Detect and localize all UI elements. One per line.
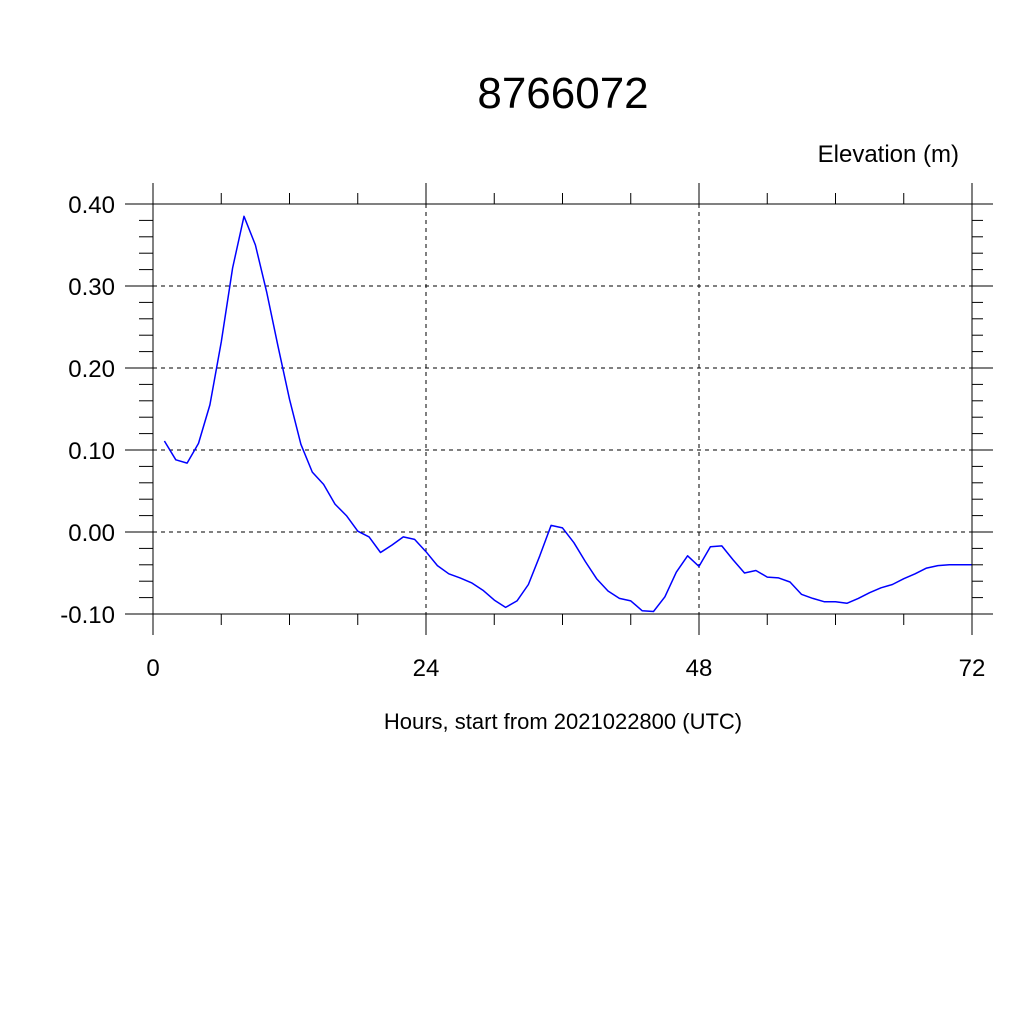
y-tick-label: 0.00 bbox=[68, 520, 115, 547]
axis-ticks bbox=[125, 183, 993, 635]
y-axis-label: Elevation (m) bbox=[818, 141, 959, 168]
y-tick-label: -0.10 bbox=[60, 602, 115, 629]
x-tick-labels: 0 24 48 72 bbox=[146, 655, 985, 682]
y-tick-label: 0.10 bbox=[68, 438, 115, 465]
x-axis-label: Hours, start from 2021022800 (UTC) bbox=[384, 709, 742, 734]
y-tick-label: 0.30 bbox=[68, 274, 115, 301]
plot-frame bbox=[152, 203, 973, 615]
y-tick-label: 0.20 bbox=[68, 356, 115, 383]
elevation-series-line bbox=[163, 215, 972, 613]
grid-lines bbox=[152, 203, 973, 615]
x-tick-label: 24 bbox=[413, 655, 440, 682]
series-layer bbox=[163, 215, 972, 613]
y-tick-label: 0.40 bbox=[68, 192, 115, 219]
y-tick-labels: -0.10 0.00 0.10 0.20 0.30 0.40 bbox=[60, 192, 115, 629]
x-tick-label: 0 bbox=[146, 655, 159, 682]
x-tick-label: 48 bbox=[686, 655, 713, 682]
x-tick-label: 72 bbox=[959, 655, 986, 682]
chart-title: 8766072 bbox=[477, 69, 648, 118]
